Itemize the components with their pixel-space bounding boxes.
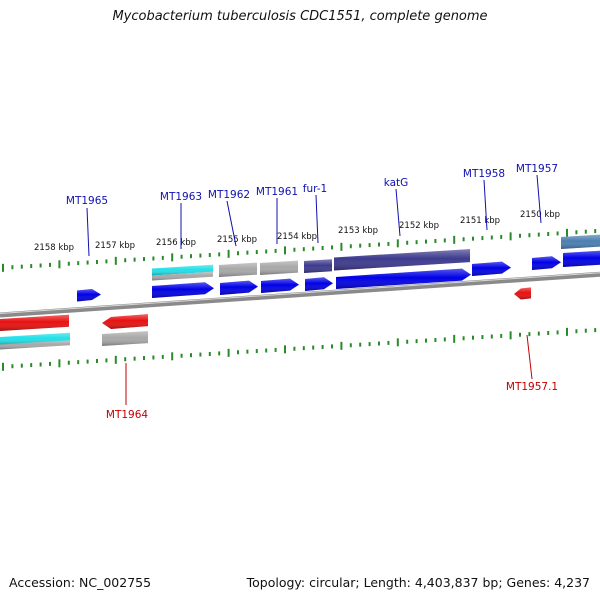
label-leader-line [226,200,237,247]
gene-arrow-reverse-shade [102,314,148,329]
gene-arrow-forward[interactable] [152,282,214,298]
genome-summary-text: Topology: circular; Length: 4,403,837 bp… [246,575,590,590]
gene-arrow-reverse[interactable] [0,314,69,331]
gene-bar-gray-shade [102,331,148,346]
gene-label-forward[interactable]: fur-1 [303,183,327,195]
gene-arrow-forward[interactable] [305,277,333,291]
label-leader-line [86,207,90,257]
map-title: Mycobacterium tuberculosis CDC1551, comp… [112,9,488,24]
tick-row-top [2,228,597,272]
gene-arrow-forward[interactable] [532,256,561,270]
gene-bar-cyan[interactable] [0,332,70,345]
gene-bar-cyan[interactable] [152,264,213,276]
genome-backbone [0,271,600,318]
gene-arrow-reverse-shade [514,287,531,300]
backbone-layer [0,271,600,318]
scale-label: 2155 kbp [217,235,257,245]
gene-label-forward[interactable]: MT1963 [160,191,202,203]
gene-label-forward[interactable]: MT1957 [516,163,558,175]
gene-bar-cyan-shade [152,264,213,276]
gene-label-reverse[interactable]: MT1964 [106,409,149,421]
gene-bar-gray[interactable] [102,331,148,346]
gene-bar-indigo[interactable] [304,259,332,273]
label-leader-line [536,174,542,224]
gene-bar-steel-shade [561,234,600,249]
label-leader-line [483,179,488,231]
gene-bar-steel[interactable] [561,234,600,249]
gene-arrow-forward-shade [77,289,101,302]
gene-bar-gray-shade [0,340,70,350]
gene-arrow-forward-shade [261,278,299,293]
scale-label: 2152 kbp [399,221,439,231]
tick-row-bottom [2,327,597,371]
gene-bar-gray[interactable] [0,340,70,350]
gene-label-forward[interactable]: katG [384,177,409,189]
gene-label-reverse[interactable]: MT1957.1 [506,381,558,393]
gene-label-forward[interactable]: MT1962 [208,189,250,201]
scale-label: 2156 kbp [156,238,196,248]
label-leader-line [526,334,533,380]
gene-bar-gray-shade [219,262,257,277]
gene-arrow-forward-shade [305,277,333,291]
gene-bar-indigo-shade [334,249,470,271]
gene-label-forward[interactable]: MT1958 [463,168,505,180]
gene-bar-indigo-shade [304,259,332,273]
gene-arrow-forward-shade [532,256,561,270]
scale-label: 2151 kbp [460,216,500,226]
label-layer: 2158 kbp 2157 kbp 2156 kbp 2155 kbp 2154 kbp… [34,163,560,421]
gene-arrow-forward[interactable] [472,261,511,276]
gene-arrow-forward-shade [563,250,600,267]
gene-arrow-forward[interactable] [261,278,299,293]
gene-arrow-forward[interactable] [220,280,258,295]
gene-arrow-reverse-shade [0,314,69,331]
gene-arrow-forward[interactable] [77,289,101,302]
gene-arrow-forward-shade [152,282,214,298]
label-leader-line [395,188,401,237]
gene-bar-gray-shade [152,271,213,281]
gene-arrow-forward[interactable] [336,268,471,289]
label-leader-line [315,194,319,244]
gene-arrow-forward-shade [220,280,258,295]
scale-label: 2157 kbp [95,241,135,251]
gene-label-forward[interactable]: MT1961 [256,186,298,198]
gene-bar-gray[interactable] [260,260,298,275]
gene-arrow-reverse[interactable] [514,287,531,300]
gene-bar-indigo[interactable] [334,249,470,271]
gene-bar-gray-shade [260,260,298,275]
gene-arrow-forward[interactable] [563,250,600,267]
genome-backbone-highlight [0,272,600,314]
scale-label: 2154 kbp [277,232,317,242]
gene-bar-gray[interactable] [152,271,213,281]
gene-arrow-forward-shade [472,261,511,276]
gene-arrow-reverse[interactable] [102,314,148,329]
gene-features [0,234,600,350]
gene-label-forward[interactable]: MT1965 [66,195,108,207]
gene-arrow-forward-shade [336,268,471,289]
accession-text: Accession: NC_002755 [9,575,152,590]
gene-bar-gray[interactable] [219,262,257,277]
gene-bar-cyan-shade [0,332,70,345]
scale-label: 2153 kbp [338,226,378,236]
scale-label: 2158 kbp [34,243,74,253]
